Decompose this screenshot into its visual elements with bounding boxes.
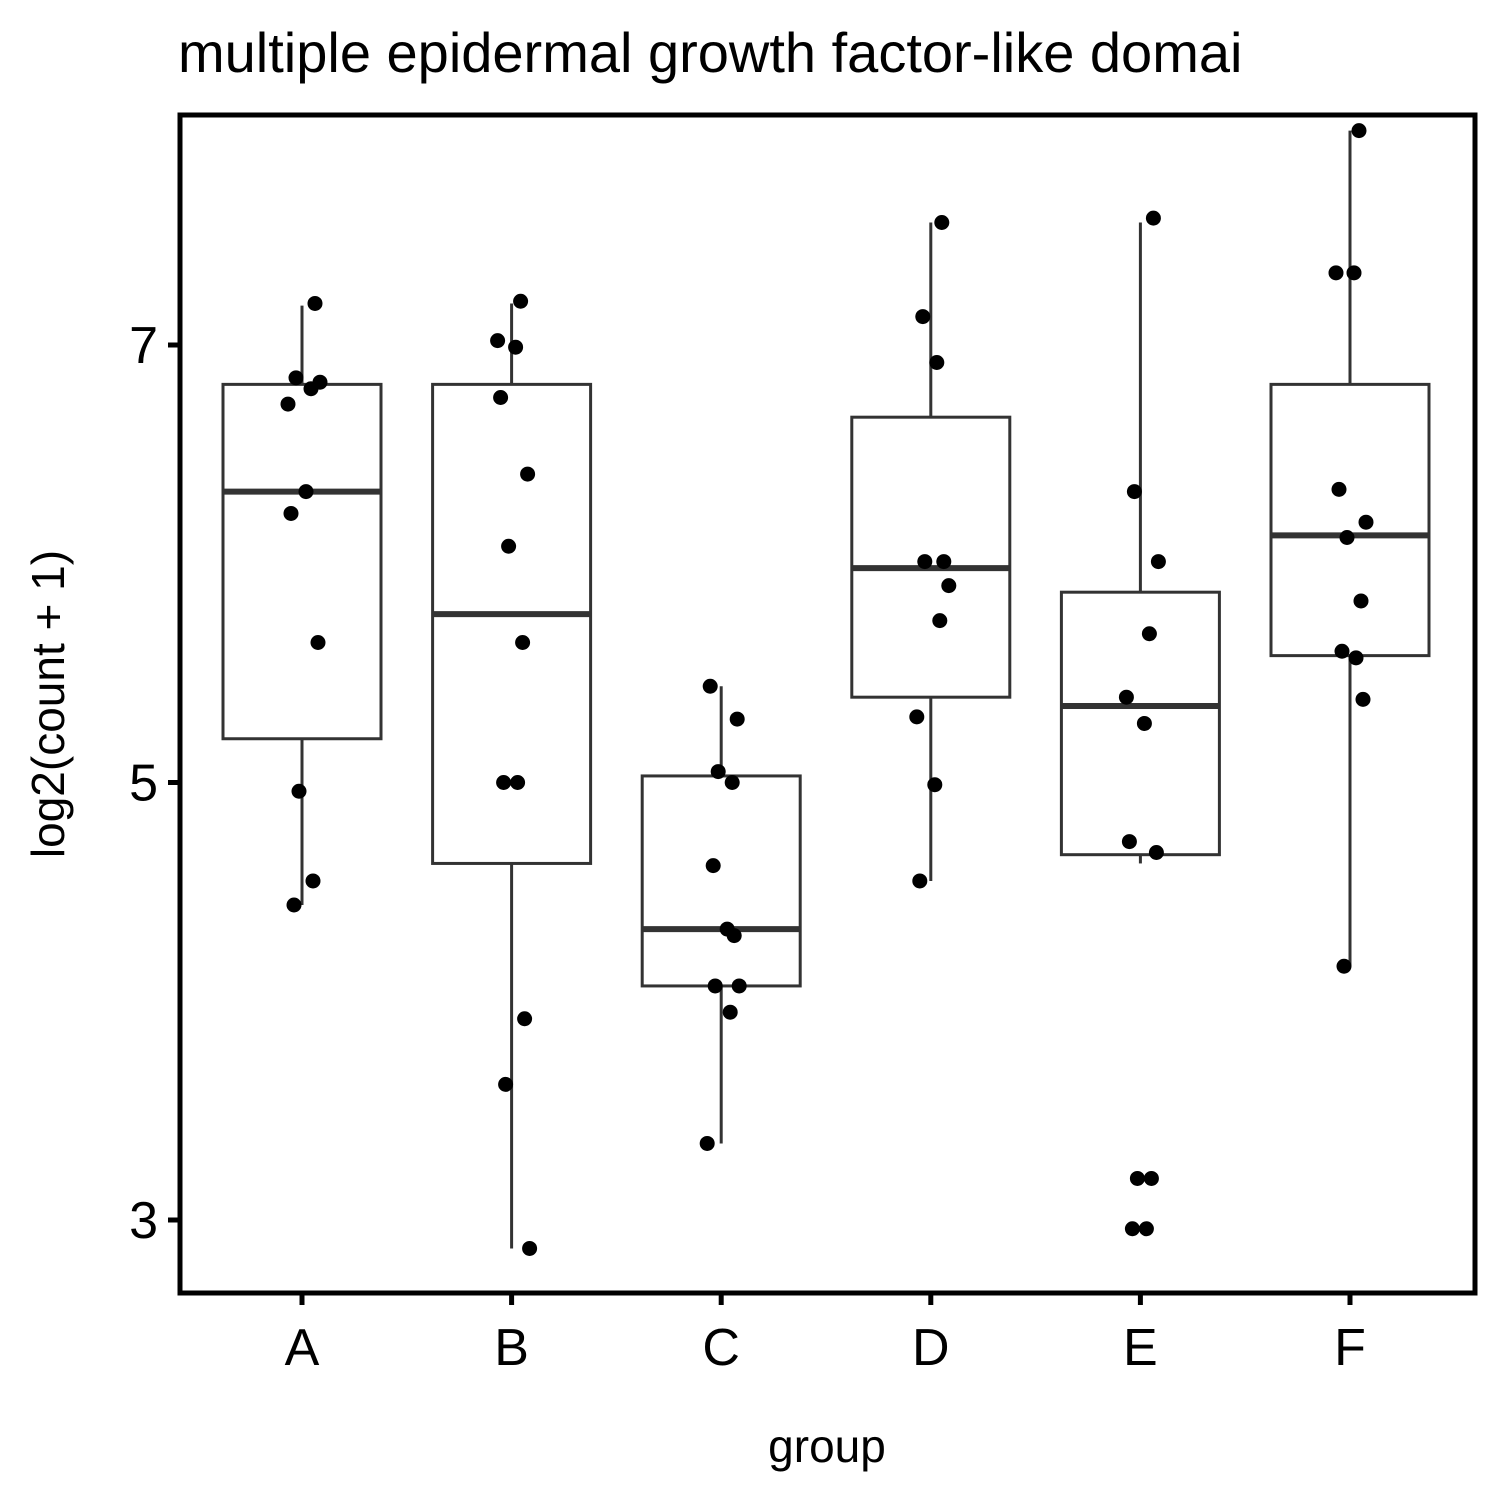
box-F [1269, 382, 1431, 658]
x-tick-label: A [285, 1319, 320, 1377]
data-point-E [1124, 1221, 1140, 1237]
data-point-B [513, 293, 529, 309]
data-point-A [283, 505, 299, 521]
points-group-D [909, 215, 957, 889]
data-point-D [934, 215, 950, 230]
data-point-A [305, 873, 321, 889]
data-point-F [1339, 530, 1355, 545]
data-point-D [915, 309, 931, 325]
y-tick-label: 7 [129, 317, 158, 375]
data-point-E [1150, 554, 1166, 570]
data-point-B [508, 339, 524, 355]
data-point-C [724, 775, 740, 790]
data-point-C [702, 678, 718, 694]
data-point-F [1346, 265, 1362, 281]
box-group-D [850, 222, 1012, 881]
points-group-C [699, 678, 747, 1151]
data-point-D [917, 554, 933, 570]
data-point-C [710, 764, 726, 780]
data-point-E [1145, 210, 1161, 226]
data-point-F [1331, 481, 1347, 497]
data-point-C [707, 978, 723, 994]
data-point-C [729, 711, 745, 727]
plot-area [221, 123, 1431, 1256]
data-point-D [927, 777, 943, 793]
points-group-A [280, 295, 328, 913]
chart-title: multiple epidermal growth factor-like do… [178, 21, 1242, 84]
x-tick-label: B [494, 1319, 529, 1377]
data-point-C [731, 978, 747, 994]
data-point-D [941, 578, 957, 594]
data-point-E [1136, 715, 1152, 731]
data-point-B [498, 1076, 514, 1092]
data-point-C [705, 858, 721, 874]
y-tick-label: 5 [129, 755, 158, 813]
box-group-A [221, 305, 383, 905]
plot-border [177, 112, 1478, 1296]
box-group-F [1269, 130, 1431, 967]
data-point-E [1129, 1170, 1145, 1186]
data-point-D [929, 355, 945, 370]
data-point-F [1334, 643, 1350, 659]
x-tick-label: D [912, 1319, 950, 1377]
x-tick-label: C [702, 1319, 740, 1377]
data-point-E [1118, 689, 1134, 705]
data-point-B [496, 775, 512, 790]
data-point-B [493, 390, 509, 405]
data-point-B [515, 635, 531, 650]
data-point-B [520, 466, 536, 482]
data-point-A [291, 783, 307, 799]
y-tick-label: 3 [129, 1192, 158, 1250]
box-C [640, 774, 802, 988]
box-A [221, 382, 383, 741]
data-point-B [522, 1240, 538, 1256]
data-point-A [298, 484, 314, 500]
data-point-E [1138, 1221, 1154, 1237]
data-point-D [912, 873, 928, 889]
data-point-B [517, 1011, 533, 1027]
data-point-E [1143, 1170, 1159, 1186]
data-point-E [1126, 484, 1142, 500]
data-point-A [303, 381, 319, 397]
data-point-A [280, 396, 296, 412]
data-point-F [1358, 514, 1374, 530]
box-B [431, 382, 593, 865]
points-group-B [490, 293, 538, 1256]
y-axis-title: log2(count + 1) [22, 550, 74, 858]
x-tick-label: E [1123, 1319, 1158, 1377]
data-point-B [501, 538, 517, 554]
data-point-F [1328, 265, 1344, 281]
data-point-E [1141, 626, 1157, 642]
x-axis-title: group [768, 1420, 886, 1472]
data-point-F [1336, 958, 1352, 974]
data-point-D [936, 554, 952, 570]
points-group-E [1118, 210, 1166, 1237]
data-point-D [909, 709, 925, 725]
data-point-C [722, 1004, 738, 1020]
data-point-C [699, 1135, 715, 1151]
x-axis: A B C D E F [285, 1293, 1366, 1377]
data-point-E [1148, 845, 1164, 860]
data-point-A [310, 635, 326, 650]
data-point-F [1348, 650, 1364, 666]
x-tick-label: F [1334, 1319, 1366, 1377]
y-axis: 3 5 7 [129, 317, 180, 1250]
data-point-C [726, 928, 742, 944]
data-point-A [307, 295, 323, 311]
data-point-B [490, 333, 506, 349]
data-point-F [1353, 593, 1369, 609]
data-point-A [286, 897, 302, 913]
data-point-B [510, 775, 526, 790]
data-point-A [288, 370, 304, 386]
points-group-F [1328, 123, 1374, 974]
data-point-F [1351, 123, 1367, 139]
data-point-E [1121, 834, 1137, 850]
data-point-D [932, 613, 948, 629]
data-point-F [1355, 691, 1371, 707]
